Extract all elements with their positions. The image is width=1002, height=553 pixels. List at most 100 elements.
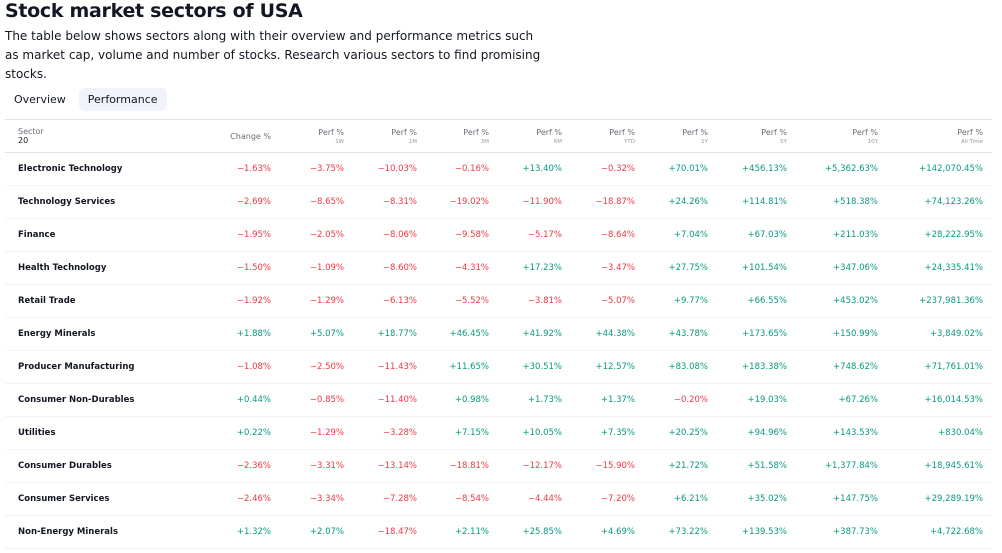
column-period: YTD xyxy=(624,138,635,145)
perf-value: −13.14% xyxy=(377,461,417,471)
column-header-ytd[interactable]: Perf % YTD xyxy=(562,120,635,153)
column-header-1m[interactable]: Perf % 1M xyxy=(344,120,417,153)
perf-value: −2.36% xyxy=(236,461,271,471)
column-label: Perf % xyxy=(318,127,344,137)
perf-value: −3.75% xyxy=(309,164,344,174)
sector-name[interactable]: Retail Trade xyxy=(18,296,76,306)
perf-value: +7.35% xyxy=(600,428,635,438)
table-row[interactable]: Consumer Services −2.46% −3.34% −7.28% −8.54… xyxy=(5,483,992,516)
perf-value: +7.15% xyxy=(454,428,489,438)
table-row[interactable]: Technology Services −2.69% −8.65% −8.31% −19… xyxy=(5,186,992,219)
column-header-3m[interactable]: Perf % 3M xyxy=(417,120,489,153)
spacer xyxy=(983,483,992,516)
table-row[interactable]: Utilities +0.22% −1.29% −3.28% +7.15% +10.05%… xyxy=(5,417,992,450)
perf-value: +35.02% xyxy=(747,494,787,504)
column-period: 1W xyxy=(335,138,344,145)
table-row[interactable]: Electronic Technology −1.63% −3.75% −10.03%… xyxy=(5,153,992,186)
column-label: Perf % xyxy=(391,127,417,137)
perf-value: −18.87% xyxy=(595,197,635,207)
column-period: 3M xyxy=(480,138,489,145)
perf-value: +143.53% xyxy=(833,428,878,438)
perf-value: +0.22% xyxy=(236,428,271,438)
column-header-6m[interactable]: Perf % 6M xyxy=(489,120,562,153)
perf-value: −7.28% xyxy=(382,494,417,504)
spacer xyxy=(983,153,992,186)
perf-value: +518.38% xyxy=(833,197,878,207)
column-header-change[interactable]: Change % xyxy=(145,120,271,153)
sector-name[interactable]: Consumer Durables xyxy=(18,461,112,471)
sector-name[interactable]: Technology Services xyxy=(18,197,116,207)
table-row[interactable]: Consumer Durables −2.36% −3.31% −13.14% −18.… xyxy=(5,450,992,483)
perf-value: +387.73% xyxy=(833,527,878,537)
sectors-table: Sector 20 Change % Perf % 1W Perf % 1M Perf % 3… xyxy=(5,119,992,549)
table-row[interactable]: Consumer Non-Durables +0.44% −0.85% −11.40%… xyxy=(5,384,992,417)
perf-value: +13.40% xyxy=(522,164,562,174)
sector-name[interactable]: Finance xyxy=(18,230,56,240)
perf-value: +20.25% xyxy=(668,428,708,438)
perf-value: −4.44% xyxy=(527,494,562,504)
perf-value: +11.65% xyxy=(449,362,489,372)
sector-name[interactable]: Producer Manufacturing xyxy=(18,362,135,372)
sector-name[interactable]: Electronic Technology xyxy=(18,164,123,174)
perf-value: +16,014.53% xyxy=(924,395,983,405)
column-header-1w[interactable]: Perf % 1W xyxy=(271,120,344,153)
column-period: 1Y xyxy=(701,138,708,145)
perf-value: −5.07% xyxy=(600,296,635,306)
column-label: Perf % xyxy=(682,127,708,137)
perf-value: −6.13% xyxy=(382,296,417,306)
sector-name[interactable]: Non-Energy Minerals xyxy=(18,527,119,537)
sector-name[interactable]: Energy Minerals xyxy=(18,329,96,339)
table-row[interactable]: Producer Manufacturing −1.08% −2.50% −11.43… xyxy=(5,351,992,384)
table-row[interactable]: Energy Minerals +1.88% +5.07% +18.77% +46.45… xyxy=(5,318,992,351)
perf-value: −5.52% xyxy=(454,296,489,306)
spacer xyxy=(983,384,992,417)
perf-value: +18,945.61% xyxy=(924,461,983,471)
spacer xyxy=(983,219,992,252)
perf-value: +1.73% xyxy=(527,395,562,405)
perf-value: +24.26% xyxy=(668,197,708,207)
perf-value: +6.21% xyxy=(673,494,708,504)
perf-value: +46.45% xyxy=(449,329,489,339)
perf-value: −8.64% xyxy=(600,230,635,240)
sector-name[interactable]: Consumer Non-Durables xyxy=(18,395,135,405)
perf-value: −3.34% xyxy=(309,494,344,504)
perf-value: +173.65% xyxy=(742,329,787,339)
perf-value: −10.03% xyxy=(377,164,417,174)
perf-value: −0.20% xyxy=(673,395,708,405)
column-header-sector[interactable]: Sector 20 xyxy=(5,120,145,153)
perf-value: −8.06% xyxy=(382,230,417,240)
perf-value: −5.17% xyxy=(527,230,562,240)
perf-value: +5.07% xyxy=(309,329,344,339)
sector-name[interactable]: Health Technology xyxy=(18,263,107,273)
column-period: 10Y xyxy=(867,138,878,145)
perf-value: −2.05% xyxy=(309,230,344,240)
spacer xyxy=(983,450,992,483)
sector-name[interactable]: Consumer Services xyxy=(18,494,110,504)
tab-performance[interactable]: Performance xyxy=(78,88,167,111)
tab-overview[interactable]: Overview xyxy=(14,93,66,106)
perf-value: −15.90% xyxy=(595,461,635,471)
table-row[interactable]: Retail Trade −1.92% −1.29% −6.13% −5.52% −3.8… xyxy=(5,285,992,318)
tab-bar: Overview Performance xyxy=(5,88,167,111)
perf-value: +147.75% xyxy=(833,494,878,504)
table-row[interactable]: Finance −1.95% −2.05% −8.06% −9.58% −5.17% −8.… xyxy=(5,219,992,252)
table-row[interactable]: Health Technology −1.50% −1.09% −8.60% −4.31… xyxy=(5,252,992,285)
column-header-all-time[interactable]: Perf % All Time xyxy=(878,120,983,153)
column-header-5y[interactable]: Perf % 5Y xyxy=(708,120,787,153)
spacer xyxy=(983,351,992,384)
perf-value: +21.72% xyxy=(668,461,708,471)
perf-value: −1.08% xyxy=(236,362,271,372)
perf-value: +114.81% xyxy=(742,197,787,207)
table-row[interactable]: Non-Energy Minerals +1.32% +2.07% −18.47% +2… xyxy=(5,516,992,549)
spacer xyxy=(983,252,992,285)
spacer xyxy=(983,285,992,318)
perf-value: +67.26% xyxy=(838,395,878,405)
column-header-10y[interactable]: Perf % 10Y xyxy=(787,120,878,153)
column-label: Perf % xyxy=(761,127,787,137)
perf-value: +9.77% xyxy=(673,296,708,306)
perf-value: +44.38% xyxy=(595,329,635,339)
column-header-1y[interactable]: Perf % 1Y xyxy=(635,120,708,153)
perf-value: +5,362.63% xyxy=(824,164,878,174)
column-label: Perf % xyxy=(463,127,489,137)
sector-name[interactable]: Utilities xyxy=(18,428,56,438)
